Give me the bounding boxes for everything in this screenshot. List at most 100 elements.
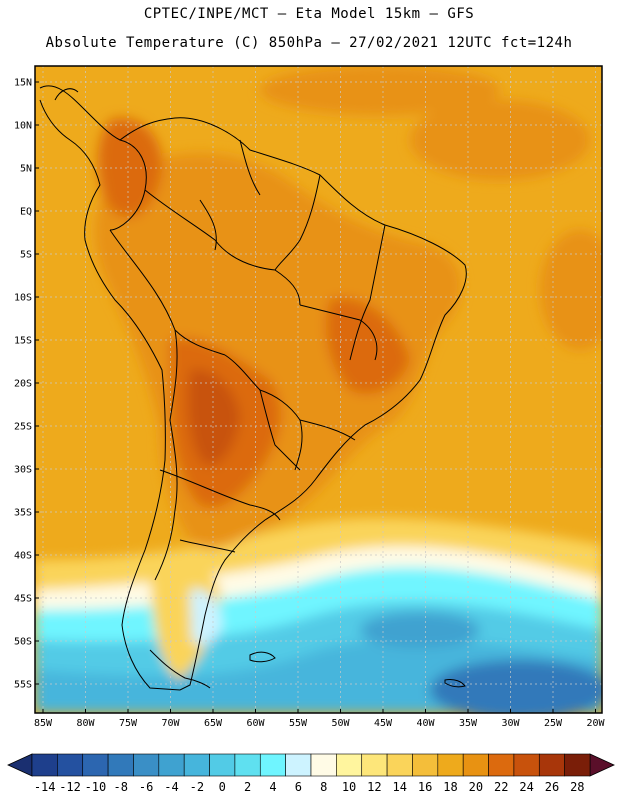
field-land-hot (326, 298, 410, 394)
colorbar-label: 24 (519, 780, 533, 794)
lon-label: 55W (289, 718, 308, 729)
lon-label: 75W (119, 718, 138, 729)
field-land-coolest (190, 589, 222, 645)
colorbar-swatch (158, 753, 185, 777)
lat-label: 15N (14, 78, 32, 89)
colorbar-swatch (234, 753, 261, 777)
border-line (349, 224, 386, 361)
colorbar-label: 8 (320, 780, 327, 794)
border-line (109, 229, 226, 356)
lon-label: 80W (76, 718, 95, 729)
colorbar-swatch (437, 753, 464, 777)
lon-label: 35W (459, 718, 478, 729)
field-land-cool (150, 556, 220, 680)
lon-label: 65W (204, 718, 223, 729)
lat-label: 10S (14, 293, 32, 304)
border-line (109, 139, 147, 231)
lon-label: 30W (501, 718, 520, 729)
colorbar-swatch (462, 753, 489, 777)
colorbar-swatch (538, 753, 565, 777)
lat-label: 25S (14, 422, 32, 433)
colorbar-label: 26 (545, 780, 559, 794)
colorbar-swatch (259, 753, 286, 777)
colorbar-arrow-right (589, 753, 615, 777)
colorbar-label: 20 (469, 780, 483, 794)
colorbar-label: -10 (85, 780, 107, 794)
border-line (224, 354, 303, 471)
field-land-hottest (188, 369, 240, 466)
colorbar-swatch (310, 753, 337, 777)
colorbar-swatch (133, 753, 160, 777)
tierra-del-fuego-coast (149, 649, 211, 689)
colorbar-label: 12 (367, 780, 381, 794)
lon-label: 60W (246, 718, 265, 729)
falklands-coast (249, 651, 276, 663)
border-line (144, 189, 301, 306)
border-line (154, 329, 178, 581)
colorbar-label: -12 (59, 780, 81, 794)
field-patch-cold (360, 612, 480, 648)
lon-label: 40W (416, 718, 435, 729)
coast-detail (54, 88, 79, 101)
latitude-labels: 15N 10N 5N EQ 5S 10S 15S 20S 25S 30S 35S 40S 45S 50S 5… (14, 78, 32, 691)
colorbar-swatch (386, 753, 413, 777)
lat-label: 15S (14, 336, 32, 347)
lat-label: 10N (14, 121, 32, 132)
colorbar-label: -2 (190, 780, 204, 794)
axis-ticks (35, 81, 596, 713)
field-patch-cold (430, 660, 602, 713)
colorbar-swatch (285, 753, 312, 777)
lon-label: 20W (586, 718, 605, 729)
lat-label: 40S (14, 551, 32, 562)
lat-label: 50S (14, 637, 32, 648)
lat-label: 55S (14, 680, 32, 691)
border-line (179, 539, 236, 553)
colorbar-label: 2 (244, 780, 251, 794)
colorbar-label: 28 (570, 780, 584, 794)
border-line (299, 419, 356, 441)
colorbar (7, 753, 615, 777)
field-patch (410, 100, 590, 180)
colorbar-label: 4 (269, 780, 276, 794)
colorbar-swatch (513, 753, 540, 777)
border-line (159, 469, 281, 521)
lat-label: 30S (14, 465, 32, 476)
colorbar-label: -6 (139, 780, 153, 794)
lat-label: EQ (20, 207, 32, 218)
colorbar-label: -8 (114, 780, 128, 794)
title-line-1: CPTEC/INPE/MCT – Eta Model 15km – GFS (143, 6, 475, 22)
colorbar-swatch (412, 753, 439, 777)
colorbar-label: -14 (34, 780, 56, 794)
colorbar-label: 14 (393, 780, 407, 794)
colorbar-swatch (107, 753, 134, 777)
lon-label: 85W (34, 718, 53, 729)
border-line (274, 174, 321, 271)
border-line (259, 389, 301, 471)
colorbar-label: 22 (494, 780, 508, 794)
colorbar-swatch (564, 753, 591, 777)
border-line (239, 139, 261, 196)
colorbar-swatch (361, 753, 388, 777)
colorbar-swatch (336, 753, 363, 777)
lat-label: 20S (14, 379, 32, 390)
south-georgia-coast (444, 679, 466, 688)
title-line-2: Absolute Temperature (C) 850hPa – 27/02/… (45, 35, 573, 51)
lon-label: 25W (544, 718, 563, 729)
lon-label: 50W (331, 718, 350, 729)
border-line (299, 304, 378, 361)
field-patch (260, 66, 500, 115)
lat-label: 35S (14, 508, 32, 519)
field-land-hot (98, 118, 162, 218)
lon-label: 45W (374, 718, 393, 729)
colorbar-label: 18 (443, 780, 457, 794)
colorbar-swatch (82, 753, 109, 777)
colorbar-labels: -14 -12 -10 -8 -6 -4 -2 0 2 4 6 8 10 12 14 16 18 20 22 24 26… (34, 780, 585, 794)
lat-label: 5S (20, 250, 32, 261)
border-line (199, 199, 217, 251)
lat-label: 5N (20, 164, 32, 175)
colorbar-label: 10 (342, 780, 356, 794)
coastline (39, 85, 467, 691)
colorbar-label: -4 (164, 780, 178, 794)
colorbar-swatch (209, 753, 236, 777)
